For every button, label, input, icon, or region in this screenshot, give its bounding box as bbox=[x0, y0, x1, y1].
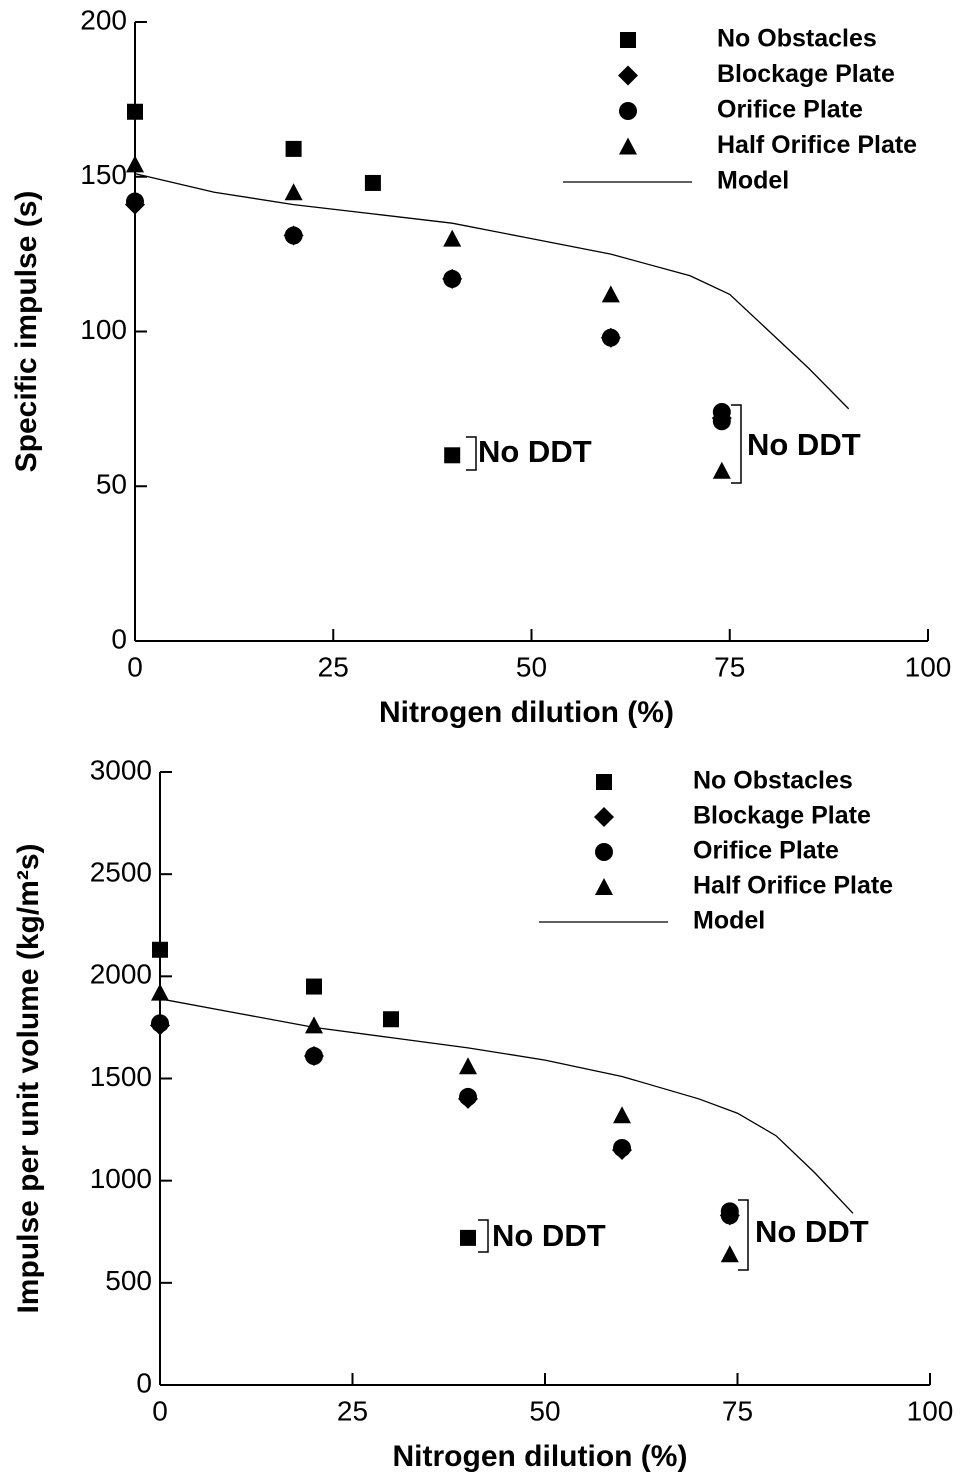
legend-label: Blockage Plate bbox=[717, 60, 895, 88]
marker-triangle bbox=[712, 461, 731, 479]
y-tick-label: 500 bbox=[105, 1265, 152, 1296]
marker-circle bbox=[595, 843, 613, 861]
marker-circle bbox=[443, 269, 462, 288]
marker-triangle bbox=[443, 229, 462, 247]
x-tick-label: 25 bbox=[337, 1395, 368, 1426]
annotation: No DDT bbox=[755, 1214, 869, 1249]
x-axis-title: Nitrogen dilution (%) bbox=[379, 696, 674, 729]
legend-label: Model bbox=[693, 907, 765, 935]
marker-circle bbox=[284, 226, 303, 245]
marker-circle bbox=[619, 102, 637, 120]
bracket bbox=[466, 436, 477, 471]
y-tick-label: 150 bbox=[80, 159, 127, 190]
legend-label: No Obstacles bbox=[693, 767, 853, 795]
x-tick-label: 100 bbox=[905, 651, 952, 682]
y-tick-label: 0 bbox=[136, 1367, 152, 1398]
marker-circle bbox=[459, 1087, 477, 1106]
marker-square bbox=[620, 32, 636, 48]
legend-label: No Obstacles bbox=[717, 25, 877, 53]
x-tick-label: 50 bbox=[516, 651, 547, 682]
x-tick-label: 0 bbox=[127, 651, 143, 682]
y-tick-label: 0 bbox=[111, 623, 127, 654]
marker-circle bbox=[601, 328, 620, 347]
marker-square bbox=[364, 174, 381, 191]
y-axis-title: Specific impulse (s) bbox=[10, 191, 43, 473]
annotation: No DDT bbox=[747, 427, 861, 462]
marker-triangle bbox=[601, 285, 620, 303]
marker-square bbox=[306, 978, 322, 995]
y-tick-label: 50 bbox=[96, 469, 127, 500]
marker-square bbox=[596, 774, 612, 790]
marker-square bbox=[285, 140, 302, 157]
annotation: No DDT bbox=[492, 1218, 606, 1253]
marker-square bbox=[383, 1011, 399, 1028]
marker-circle bbox=[712, 412, 731, 431]
model-line bbox=[134, 173, 850, 410]
legend-label: Blockage Plate bbox=[693, 802, 871, 830]
marker-triangle bbox=[720, 1245, 739, 1263]
bracket bbox=[731, 404, 742, 484]
legend-label: Half Orifice Plate bbox=[717, 131, 917, 159]
marker-circle bbox=[126, 192, 144, 211]
x-tick-label: 25 bbox=[318, 651, 349, 682]
marker-square bbox=[444, 447, 461, 464]
y-tick-label: 3000 bbox=[90, 754, 152, 785]
marker-triangle bbox=[595, 878, 613, 895]
marker-triangle bbox=[284, 183, 303, 201]
y-tick-label: 200 bbox=[80, 4, 127, 35]
marker-triangle bbox=[126, 155, 144, 173]
bracket bbox=[478, 1219, 489, 1253]
marker-triangle bbox=[613, 1106, 631, 1124]
bracket bbox=[738, 1199, 749, 1271]
x-axis-title: Nitrogen dilution (%) bbox=[393, 1440, 688, 1473]
marker-triangle bbox=[151, 983, 169, 1001]
marker-triangle bbox=[305, 1016, 323, 1034]
marker-square bbox=[127, 103, 143, 120]
marker-circle bbox=[151, 1014, 169, 1033]
marker-triangle bbox=[459, 1057, 477, 1075]
y-axis-title: Impulse per unit volume (kg/m²s) bbox=[12, 843, 45, 1313]
x-tick-label: 100 bbox=[907, 1395, 954, 1426]
marker-diamond bbox=[594, 807, 614, 827]
marker-triangle bbox=[619, 137, 637, 155]
marker-circle bbox=[613, 1138, 631, 1157]
annotation: No DDT bbox=[478, 434, 592, 469]
y-tick-label: 1000 bbox=[90, 1163, 152, 1194]
marker-square bbox=[460, 1229, 476, 1246]
marker-square bbox=[152, 941, 168, 958]
legend-label: Half Orifice Plate bbox=[693, 872, 893, 900]
marker-circle bbox=[305, 1047, 323, 1066]
legend-label: Orifice Plate bbox=[717, 96, 863, 124]
y-tick-label: 2500 bbox=[90, 857, 152, 888]
x-tick-label: 75 bbox=[722, 1395, 753, 1426]
x-tick-label: 75 bbox=[714, 651, 745, 682]
x-tick-label: 50 bbox=[529, 1395, 560, 1426]
legend-label: Orifice Plate bbox=[693, 837, 839, 865]
marker-diamond bbox=[618, 65, 638, 86]
marker-circle bbox=[720, 1206, 739, 1225]
x-tick-label: 0 bbox=[152, 1395, 168, 1426]
y-tick-label: 1500 bbox=[90, 1061, 152, 1092]
y-tick-label: 100 bbox=[80, 314, 127, 345]
model-line bbox=[159, 998, 854, 1214]
y-tick-label: 2000 bbox=[90, 959, 152, 990]
legend-label: Model bbox=[717, 167, 789, 195]
